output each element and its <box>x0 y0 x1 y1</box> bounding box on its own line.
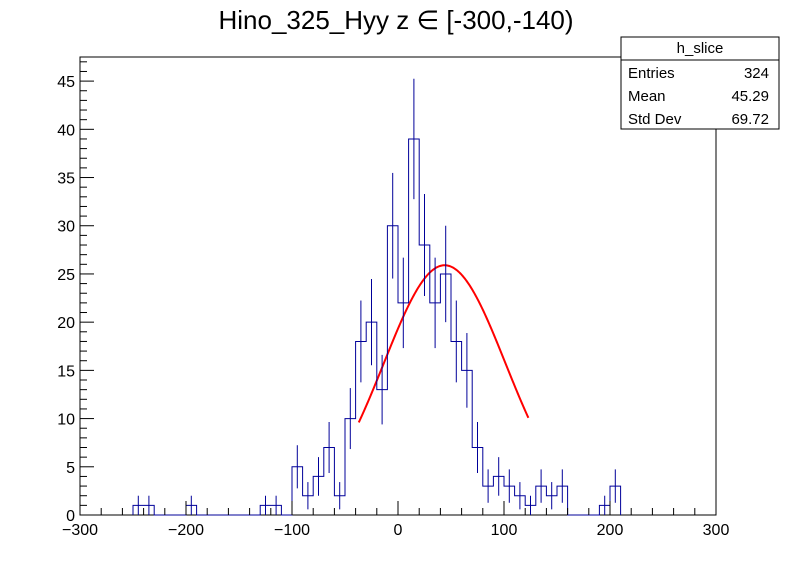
x-tick-label: 100 <box>491 522 518 539</box>
x-tick-label: −100 <box>274 522 310 539</box>
x-tick-label: −200 <box>168 522 204 539</box>
y-tick-label: 0 <box>66 508 75 525</box>
x-tick-label: 200 <box>597 522 624 539</box>
stats-mean-value: 45.29 <box>731 88 769 105</box>
fit-layer <box>357 264 530 423</box>
x-tick-label: 300 <box>703 522 730 539</box>
y-tick-label: 35 <box>57 171 75 188</box>
x-tick-label: 0 <box>394 522 403 539</box>
chart-title: Hino_325_Hyy z ∈ [-300,-140) <box>218 5 573 35</box>
stats-box-frame <box>620 36 780 130</box>
y-tick-label: 10 <box>57 412 75 429</box>
stats-entries-label: Entries <box>628 65 675 82</box>
y-tick-label: 40 <box>57 122 75 139</box>
y-tick-label: 15 <box>57 363 75 380</box>
stats-entries-value: 324 <box>744 65 769 82</box>
histogram-bins <box>132 138 622 516</box>
stats-box: h_slice Entries 324 Mean 45.29 Std Dev 6… <box>620 36 780 130</box>
stats-box-name: h_slice <box>677 40 724 57</box>
error-bars <box>137 78 616 515</box>
axes: −300 −200 −100 0 100 200 300 0 5 10 15 20 25 30 35 40 45 <box>57 61 730 539</box>
y-tick-label: 30 <box>57 219 75 236</box>
x-tick-label: −300 <box>62 522 98 539</box>
stats-stddev-value: 69.72 <box>731 111 769 128</box>
y-tick-label: 5 <box>66 460 75 477</box>
y-tick-label: 20 <box>57 315 75 332</box>
stats-mean-label: Mean <box>628 88 666 105</box>
gaussian-fit-curve <box>357 264 530 423</box>
y-tick-label: 25 <box>57 267 75 284</box>
y-tick-label: 45 <box>57 74 75 91</box>
histogram-outline <box>132 138 622 516</box>
stats-stddev-label: Std Dev <box>628 111 682 128</box>
